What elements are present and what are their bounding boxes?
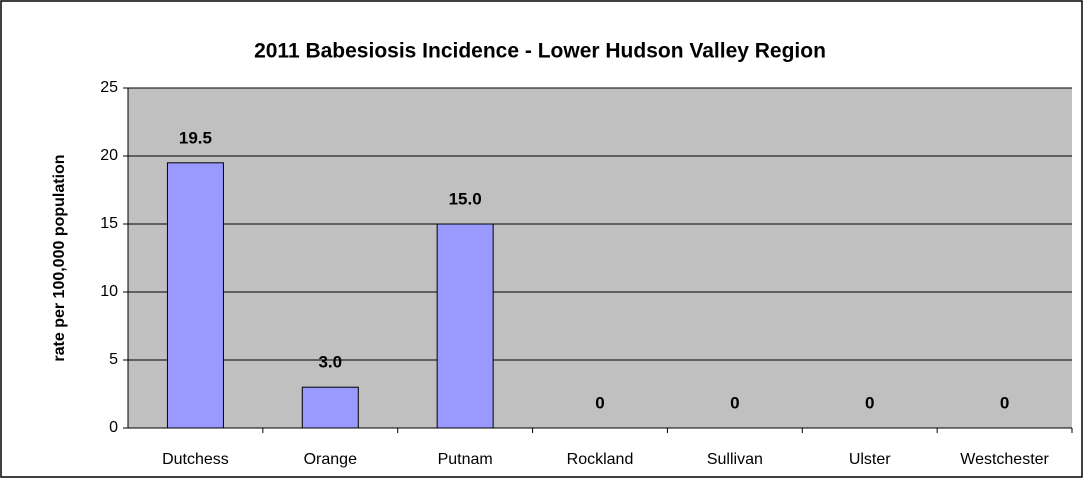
y-tick-label: 20 [100,147,118,164]
value-label: 15.0 [449,189,482,208]
value-label: 3.0 [318,353,342,372]
y-tick-label: 15 [100,215,118,232]
x-tick-label: Sullivan [707,451,763,468]
x-tick-label: Westchester [960,451,1049,468]
y-axis-label: rate per 100,000 population [51,154,68,361]
y-tick-label: 25 [100,79,118,96]
x-tick-label: Putnam [438,451,493,468]
x-tick-label: Dutchess [162,451,229,468]
plot-area [128,88,1072,428]
value-label: 0 [730,393,739,412]
x-tick-label: Orange [304,451,357,468]
x-tick-label: Rockland [567,451,634,468]
y-tick-label: 0 [109,419,118,436]
value-label: 0 [595,393,604,412]
value-label: 0 [865,393,874,412]
bar [436,223,494,429]
value-label: 0 [1000,393,1009,412]
bar [301,386,359,429]
chart-title: 2011 Babesiosis Incidence - Lower Hudson… [254,40,826,63]
bar [166,162,224,429]
y-tick-label: 5 [109,351,118,368]
value-label: 19.5 [179,128,212,147]
x-tick-label: Ulster [849,451,891,468]
y-tick-label: 10 [100,283,118,300]
